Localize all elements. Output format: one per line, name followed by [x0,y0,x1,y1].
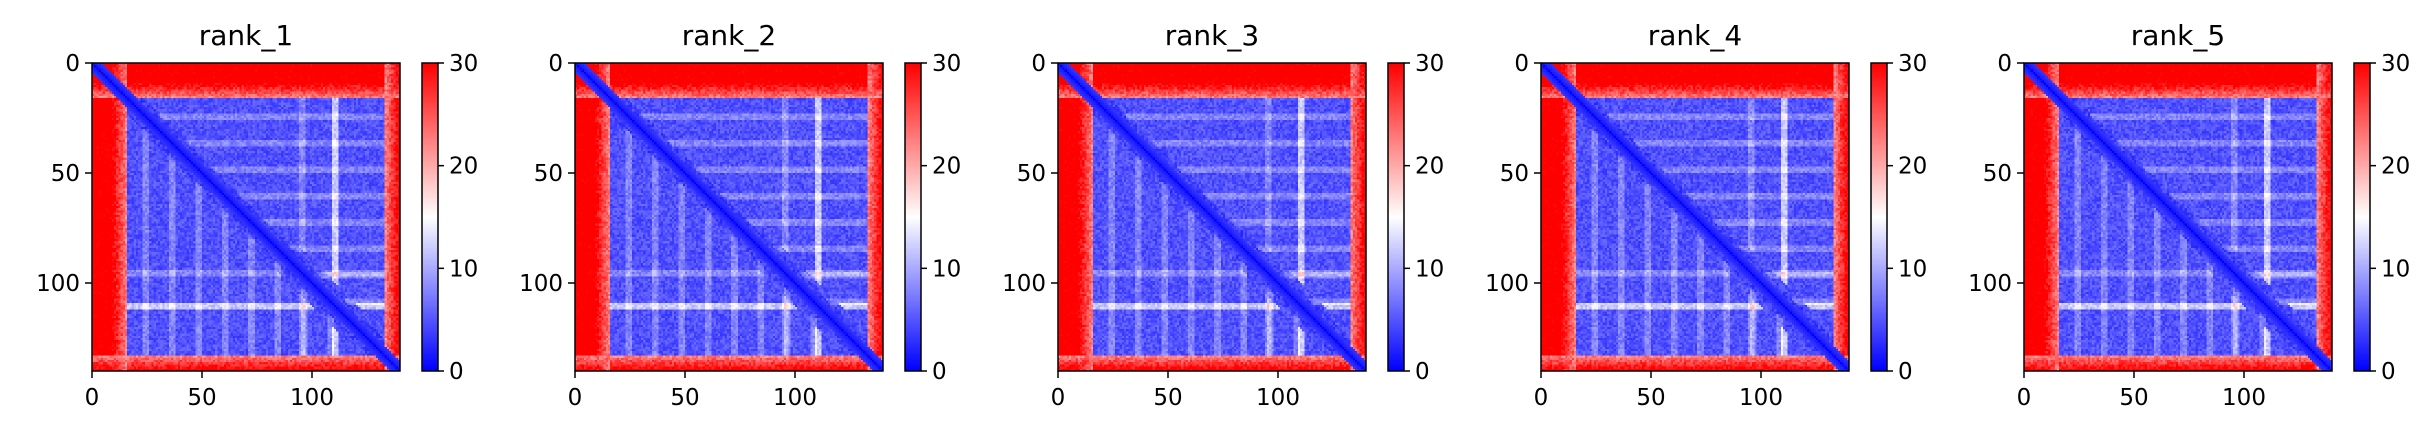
colorbar-tick-label: 30 [449,51,478,77]
panel-title: rank_1 [199,19,293,52]
y-tick-label: 0 [1031,51,1046,77]
colorbar-frame [1387,62,1405,372]
x-tick-label: 100 [2222,385,2266,411]
colorbar-tick-label: 30 [932,51,961,77]
heatmap-panel-1: rank_1 0 50 100 0 50 100 0 10 20 30 [36,19,478,411]
y-tick-label: 100 [1002,271,1046,297]
x-tick-label: 100 [290,385,334,411]
heatmap-image [575,63,883,371]
colorbar-tick-label: 10 [932,256,961,282]
x-tick-label: 0 [85,385,100,411]
x-tick-label: 50 [2119,385,2148,411]
y-tick-label: 50 [1983,161,2012,187]
y-tick-label: 50 [51,161,80,187]
colorbar-tick-label: 30 [1898,51,1927,77]
y-tick-label: 0 [65,51,80,77]
colorbar-tick-label: 20 [1415,154,1444,180]
colorbar-tick-label: 0 [1898,359,1913,385]
colorbar-tick-label: 0 [449,359,464,385]
panel-title: rank_3 [1165,19,1259,52]
y-tick-label: 0 [548,51,563,77]
y-tick-label: 50 [1500,161,1529,187]
heatmap-image [1058,63,1366,371]
colorbar-gradient [422,63,438,371]
colorbar-tick-label: 20 [2381,154,2410,180]
x-tick-label: 0 [568,385,583,411]
x-tick-label: 100 [1256,385,1300,411]
x-tick-label: 0 [1534,385,1549,411]
colorbar-gradient [2354,63,2370,371]
y-tick-label: 50 [1017,161,1046,187]
colorbar-gradient [1388,63,1404,371]
y-tick-label: 100 [519,271,563,297]
x-tick-label: 100 [1739,385,1783,411]
heatmap-panel-2: rank_2 0 50 100 0 50 100 0 10 20 30 [519,19,961,411]
plot-frame [2023,62,2333,372]
colorbar-gradient [1871,63,1887,371]
plot-frame [1057,62,1367,372]
y-tick-label: 50 [534,161,563,187]
colorbar-frame [421,62,439,372]
plot-frame [574,62,884,372]
panel-title: rank_4 [1648,19,1742,52]
colorbar-tick-label: 10 [449,256,478,282]
plot-frame [1540,62,1850,372]
heatmap-panel-5: rank_5 0 50 100 0 50 100 0 10 20 30 [1968,19,2410,411]
colorbar-tick-label: 20 [932,154,961,180]
colorbar-tick-label: 0 [1415,359,1430,385]
colorbar-tick-label: 10 [1898,256,1927,282]
heatmap-image [92,63,400,371]
colorbar-tick-label: 0 [2381,359,2396,385]
colorbar-gradient [905,63,921,371]
y-tick-label: 0 [1997,51,2012,77]
colorbar-tick-label: 0 [932,359,947,385]
x-tick-label: 50 [1153,385,1182,411]
colorbar-tick-label: 10 [1415,256,1444,282]
plot-frame [91,62,401,372]
panel-title: rank_5 [2131,19,2225,52]
x-tick-label: 50 [187,385,216,411]
colorbar-frame [2353,62,2371,372]
heatmap-image [1541,63,1849,371]
x-tick-label: 100 [773,385,817,411]
heatmap-panel-4: rank_4 0 50 100 0 50 100 0 10 20 30 [1485,19,1927,411]
colorbar-frame [904,62,922,372]
colorbar-tick-label: 30 [1415,51,1444,77]
y-tick-label: 100 [36,271,80,297]
x-tick-label: 50 [1636,385,1665,411]
colorbar-tick-label: 10 [2381,256,2410,282]
x-tick-label: 0 [2017,385,2032,411]
x-tick-label: 0 [1051,385,1066,411]
colorbar-tick-label: 20 [1898,154,1927,180]
y-tick-label: 0 [1514,51,1529,77]
heatmap-panel-3: rank_3 0 50 100 0 50 100 0 10 20 30 [1002,19,1444,411]
x-tick-label: 50 [670,385,699,411]
y-tick-label: 100 [1968,271,2012,297]
panel-title: rank_2 [682,19,776,52]
colorbar-frame [1870,62,1888,372]
colorbar-tick-label: 20 [449,154,478,180]
colorbar-tick-label: 30 [2381,51,2410,77]
heatmap-image [2024,63,2332,371]
y-tick-label: 100 [1485,271,1529,297]
